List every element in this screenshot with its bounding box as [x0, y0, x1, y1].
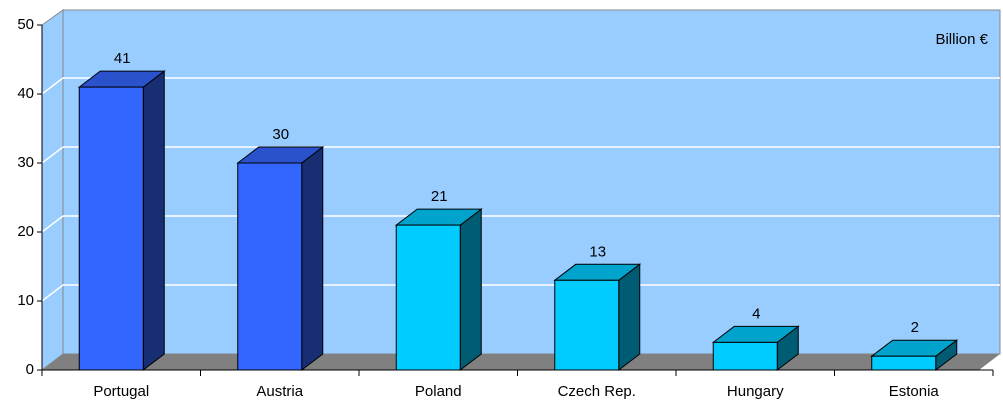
- grid-line-side: [41, 215, 64, 233]
- x-tick-label: Estonia: [889, 383, 940, 400]
- side-wall: [41, 9, 64, 372]
- bar-side: [301, 145, 324, 372]
- bar: [78, 86, 144, 371]
- bar-side: [142, 70, 165, 372]
- grid-line-side: [41, 284, 64, 302]
- unit-label: Billion €: [935, 31, 988, 48]
- x-tick-label: Czech Rep.: [558, 383, 636, 400]
- value-label: 30: [272, 126, 289, 143]
- bar: [237, 162, 303, 371]
- value-label: 2: [911, 319, 919, 336]
- y-tick-label: 0: [26, 361, 34, 378]
- bar-side: [618, 263, 641, 372]
- y-tick-label: 40: [17, 85, 34, 102]
- floor: [42, 354, 1000, 370]
- x-tick-label: Hungary: [727, 383, 784, 400]
- y-tick-label: 50: [17, 16, 34, 33]
- back-wall: [62, 9, 1001, 355]
- value-label: 4: [752, 305, 760, 322]
- value-label: 41: [114, 50, 131, 67]
- x-tick-label: Austria: [256, 383, 303, 400]
- y-tick-label: 30: [17, 154, 34, 171]
- value-label: 21: [431, 188, 448, 205]
- grid-line-side: [41, 77, 64, 95]
- y-tick-label: 10: [17, 292, 34, 309]
- bar: [712, 341, 778, 371]
- bar: [395, 224, 461, 371]
- value-label: 13: [589, 243, 606, 260]
- y-tick-label: 20: [17, 223, 34, 240]
- x-tick-label: Poland: [415, 383, 462, 400]
- x-tick-label: Portugal: [93, 383, 149, 400]
- bar-side: [459, 208, 482, 372]
- grid-line-side: [41, 146, 64, 164]
- bar: [554, 279, 620, 371]
- bar: [871, 355, 937, 371]
